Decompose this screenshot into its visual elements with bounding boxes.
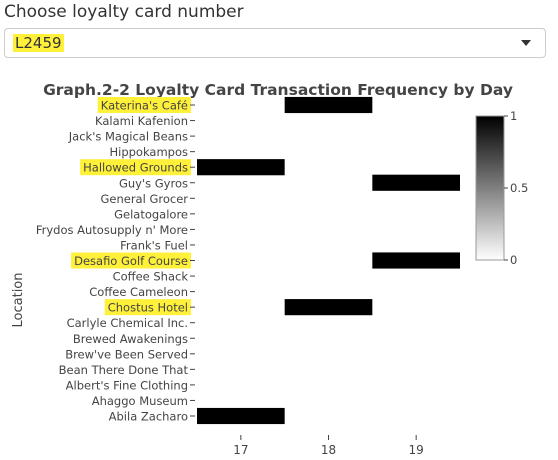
y-tick-label-frydos-autosupply-n-more: Frydos Autosupply n' More bbox=[36, 223, 188, 237]
x-tick-label-18: 18 bbox=[321, 443, 336, 457]
y-tick-label-ahaggo-museum: Ahaggo Museum bbox=[92, 394, 188, 408]
y-tick-highlight bbox=[97, 97, 191, 113]
chart-title: Graph.2-2 Loyalty Card Transaction Frequ… bbox=[43, 81, 513, 99]
y-tick-highlight bbox=[71, 252, 191, 269]
colorbar: 00.51 bbox=[475, 109, 528, 267]
y-tick-highlight bbox=[80, 159, 191, 176]
y-tick-label-frank-s-fuel: Frank's Fuel bbox=[120, 238, 188, 252]
y-tick-label-katerina-s-caf: Katerina's Café bbox=[101, 99, 188, 113]
y-tick-label-albert-s-fine-clothing: Albert's Fine Clothing bbox=[66, 378, 188, 392]
y-tick-label-carlyle-chemical-inc: Carlyle Chemical Inc. bbox=[67, 316, 188, 330]
heatmap-cell bbox=[284, 299, 373, 316]
y-tick-label-desafio-golf-course: Desafio Golf Course bbox=[74, 254, 188, 268]
heatmap-cell bbox=[197, 407, 285, 425]
colorbar-tick-label: 1 bbox=[510, 109, 517, 123]
y-tick-highlight bbox=[104, 299, 191, 316]
colorbar-gradient bbox=[475, 115, 505, 261]
y-tick-label-jack-s-magical-beans: Jack's Magical Beans bbox=[68, 130, 188, 144]
heatmap-cell bbox=[197, 159, 285, 176]
x-axis: 17 18 19 bbox=[233, 435, 424, 457]
heatmap-chart: Graph.2-2 Loyalty Card Transaction Frequ… bbox=[11, 81, 528, 457]
colorbar-tick-label: 0 bbox=[510, 253, 517, 267]
heatmap-cell bbox=[372, 252, 460, 269]
y-tick-label-hippokampos: Hippokampos bbox=[109, 145, 188, 159]
y-axis-label: Location bbox=[11, 273, 26, 328]
y-tick-label-kalami-kafenion: Kalami Kafenion bbox=[95, 114, 188, 128]
y-tick-label-bean-there-done-that: Bean There Done That bbox=[59, 363, 189, 377]
y-tick-label-coffee-shack: Coffee Shack bbox=[113, 270, 189, 284]
heatmap-cell bbox=[284, 96, 373, 114]
y-tick-label-general-grocer: General Grocer bbox=[100, 192, 188, 206]
loyalty-card-selected-value: L2459 bbox=[13, 34, 64, 52]
y-tick-label-brewed-awakenings: Brewed Awakenings bbox=[73, 332, 188, 346]
y-tick-label-coffee-cameleon: Coffee Cameleon bbox=[89, 285, 188, 299]
x-tick-label-17: 17 bbox=[233, 443, 248, 457]
y-tick-label-chostus-hotel: Chostus Hotel bbox=[108, 301, 188, 315]
colorbar-tick-label: 0.5 bbox=[510, 181, 528, 195]
y-tick-label-hallowed-grounds: Hallowed Grounds bbox=[83, 161, 188, 175]
x-tick-label-19: 19 bbox=[409, 443, 424, 457]
heatmap-cell bbox=[372, 174, 460, 191]
y-tick-label-brew-ve-been-served: Brew've Been Served bbox=[65, 347, 188, 361]
chevron-down-icon[interactable] bbox=[521, 40, 531, 46]
y-tick-label-abila-zacharo: Abila Zacharo bbox=[109, 410, 188, 424]
y-tick-label-gelatogalore: Gelatogalore bbox=[114, 207, 188, 221]
loyalty-card-select[interactable]: L2459 bbox=[4, 28, 546, 58]
y-tick-label-guy-s-gyros: Guy's Gyros bbox=[119, 176, 188, 190]
heatmap-cells bbox=[197, 96, 460, 425]
loyalty-card-select-label: Choose loyalty card number bbox=[4, 2, 244, 22]
